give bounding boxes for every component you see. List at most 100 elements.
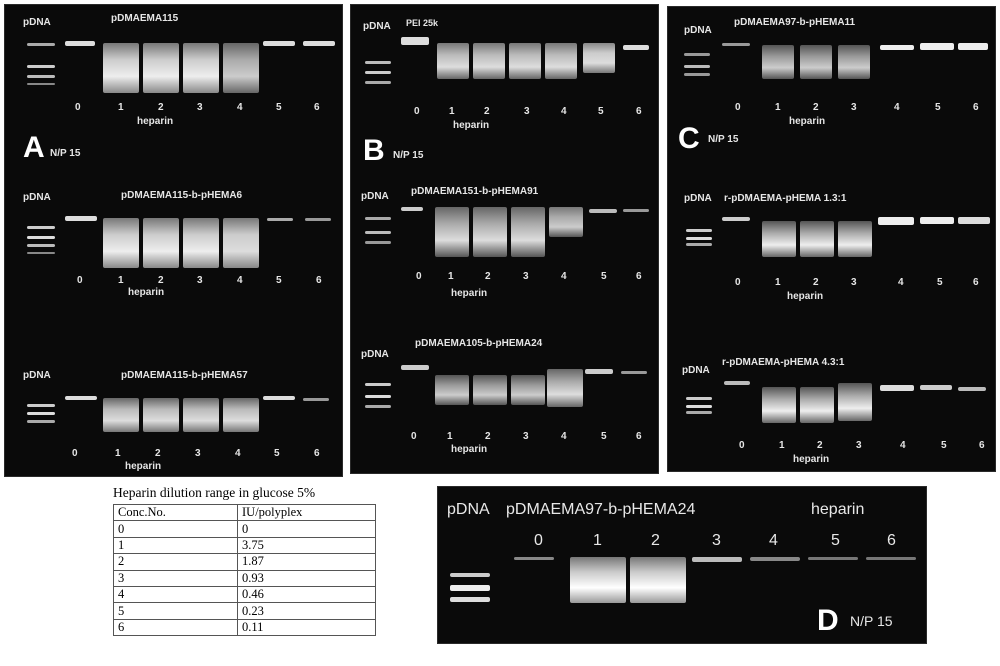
lane-label: 3 [523,431,529,442]
ladder-band [27,75,55,78]
lane-label: 1 [118,102,124,113]
gel-b2: pDNA pDMAEMA151-b-pHEMA91 0 1 2 3 4 5 6 … [351,175,660,305]
lane-label: 1 [447,431,453,442]
table-cell: 6 [113,618,238,637]
smear-band [103,398,139,432]
ladder-band [27,412,55,415]
smear-band [838,383,872,421]
table-cell: 1.87 [237,553,376,571]
gel-title: pDMAEMA115-b-pHEMA6 [121,190,243,201]
well-band [65,216,97,221]
well-band [692,557,742,562]
lane-label: 6 [314,102,320,113]
smear-band [630,557,686,603]
ladder-band [365,71,391,74]
table-cell: 0 [237,520,376,538]
panel-letter: B [363,134,385,167]
smear-band [183,43,219,93]
lane-label: 0 [414,106,420,117]
table-cell: 0.11 [237,618,376,637]
well-band [866,557,916,560]
lane-label: 4 [900,440,906,451]
np-label: N/P 15 [708,134,739,145]
lane-label: 4 [894,102,900,113]
smear-band [143,398,179,432]
smear-band [511,207,545,257]
well-band [880,45,914,50]
ladder-band [27,83,55,85]
gel-c3: pDNA r-pDMAEMA-pHEMA 4.3:1 0 1 2 3 4 5 6… [668,347,997,473]
smear-band [183,218,219,268]
well-band [722,217,750,221]
lane-label: 2 [817,440,823,451]
smear-band [800,45,832,79]
well-band [401,37,429,45]
pdna-label: pDNA [363,21,391,32]
lane-label: 0 [416,271,422,282]
ladder-band [686,405,712,408]
lane-label: 6 [314,448,320,459]
well-band [263,41,295,46]
lane-label: 4 [561,431,567,442]
lane-label: 2 [158,275,164,286]
panel-d: pDNA pDMAEMA97-b-pHEMA24 heparin 0 1 2 3… [437,486,927,644]
gel-a2: pDNA pDMAEMA115-b-pHEMA6 0 1 2 3 4 5 6 h… [5,180,344,310]
smear-band [143,43,179,93]
smear-band [545,43,577,79]
well-band [65,396,97,400]
well-band [514,557,554,560]
lane-label: 3 [524,106,530,117]
ladder-band [450,573,490,577]
lane-label: 6 [316,275,322,286]
ladder-band [686,397,712,400]
smear-band [762,45,794,79]
table-row: 4 0.46 [113,585,376,604]
well-band [621,371,647,374]
heparin-label: heparin [793,454,830,465]
smear-band [762,387,796,423]
lane-label: 5 [276,275,282,286]
table-cell: 2 [113,553,238,571]
heparin-label: heparin [789,116,826,127]
lane-label: 1 [449,106,455,117]
well-band [808,557,858,560]
ladder-band [365,395,391,398]
pdna-label: pDNA [23,192,51,203]
well-band [585,369,613,374]
ladder-band [450,585,490,591]
lane-label: 2 [484,106,490,117]
lane-label: 2 [813,277,819,288]
lane-label: 4 [561,106,567,117]
gel-title: pDMAEMA97-b-pHEMA11 [734,17,856,28]
table-cell: 3.75 [237,536,376,555]
well-band [305,218,331,221]
pdna-label: pDNA [361,191,389,202]
lane-label: 3 [712,532,721,549]
gel-b1: pDNA PEI 25k 0 1 2 3 4 5 6 heparin [351,5,660,145]
table-row: 3 0.93 [113,569,376,587]
well-band [65,41,95,46]
pdna-label: pDNA [684,25,712,36]
lane-label: 4 [561,271,567,282]
smear-band [570,557,626,603]
lane-label: 6 [636,106,642,117]
heparin-label: heparin [125,461,162,472]
gel-title: r-pDMAEMA-pHEMA 1.3:1 [724,193,847,204]
gel-a3: pDNA pDMAEMA115-b-pHEMA57 0 1 2 3 4 5 6 … [5,360,344,478]
ladder-band [686,229,712,232]
table-cell: 3 [113,569,238,587]
ladder-band [365,61,391,64]
lane-label: 3 [851,277,857,288]
lane-label: 6 [636,431,642,442]
well-band [263,396,295,400]
gel-a1: pDNA pDMAEMA115 0 1 2 3 4 5 6 heparin [5,5,344,135]
well-band [878,217,914,225]
pdna-label: pDNA [447,501,490,518]
well-band [958,43,988,50]
gel-title: PEI 25k [406,18,439,28]
well-band [724,381,750,385]
heparin-label: heparin [137,116,174,127]
dilution-table-title: Heparin dilution range in glucose 5% [113,485,316,500]
lane-label: 0 [411,431,417,442]
